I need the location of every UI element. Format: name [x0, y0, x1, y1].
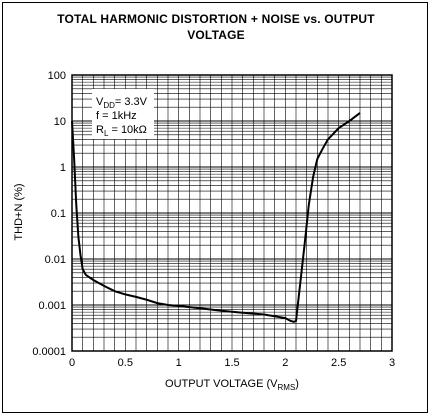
x-tick-label: 0.5 [118, 357, 133, 369]
y-tick-label: 100 [48, 70, 66, 82]
tick-labels: 0 0.5 1 1.5 2 2.5 3 0.0001 0.001 0.01 0.1 1 10 100 [32, 70, 395, 369]
annotation-freq: f = 1kHz [96, 110, 137, 122]
y-tick-label: 0.01 [45, 254, 66, 266]
grid [72, 75, 392, 351]
annotation-rl: RL = 10kΩ [96, 124, 147, 138]
y-axis-label: THD+N (%) [13, 183, 25, 240]
y-tick-label: 1 [60, 162, 66, 174]
plot-border [71, 74, 393, 352]
y-tick-label: 0.0001 [32, 346, 66, 358]
x-tick-label: 3 [389, 357, 395, 369]
x-tick-label: 1 [176, 357, 182, 369]
thd-curve [71, 112, 361, 323]
x-axis-label: OUTPUT VOLTAGE (VRMS) [165, 378, 299, 392]
y-tick-label: 10 [54, 116, 66, 128]
annotation-bg [92, 89, 154, 139]
chart-frame [2, 2, 428, 413]
chart-title-line1: TOTAL HARMONIC DISTORTION + NOISE vs. OU… [57, 12, 375, 26]
conditions-annotation: VDD= 3.3V f = 1kHz RL = 10kΩ [92, 89, 154, 139]
annotation-vdd: VDD= 3.3V [96, 96, 148, 110]
x-tick-label: 2.5 [331, 357, 346, 369]
x-tick-label: 2 [282, 357, 288, 369]
x-tick-label: 0 [69, 357, 75, 369]
chart-title-line2: VOLTAGE [187, 28, 245, 42]
y-tick-label: 0.001 [38, 300, 66, 312]
x-tick-label: 1.5 [224, 357, 239, 369]
y-tick-label: 0.1 [51, 208, 66, 220]
